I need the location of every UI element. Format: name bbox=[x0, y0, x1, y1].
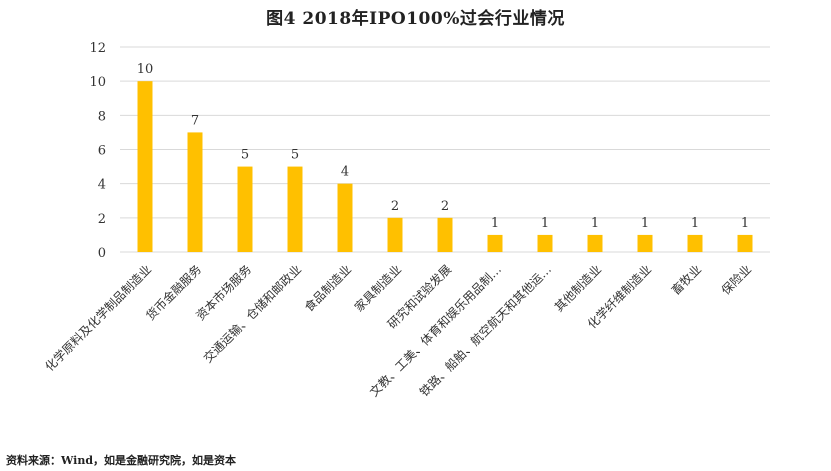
bar bbox=[387, 217, 403, 252]
bar bbox=[737, 234, 753, 252]
chart-title: 图4 2018年IPO100%过会行业情况 bbox=[266, 9, 565, 29]
y-tick-label: 8 bbox=[98, 109, 106, 124]
bars bbox=[137, 81, 753, 253]
x-category-label: 家具制造业 bbox=[351, 262, 404, 315]
y-tick-label: 4 bbox=[98, 178, 106, 193]
y-tick-label: 10 bbox=[89, 75, 106, 90]
x-category-label: 其他制造业 bbox=[552, 262, 604, 314]
data-label: 1 bbox=[491, 216, 499, 231]
x-category-label: 畜牧业 bbox=[668, 262, 704, 298]
bar bbox=[637, 234, 653, 252]
bar bbox=[587, 234, 603, 252]
data-label: 1 bbox=[641, 216, 649, 231]
bar bbox=[437, 217, 453, 252]
bar bbox=[487, 234, 503, 252]
x-category-label: 食品制造业 bbox=[301, 262, 354, 315]
data-label: 5 bbox=[291, 148, 299, 163]
source-note: 资料来源：Wind，如是金融研究院，如是资本 bbox=[6, 454, 237, 467]
data-label: 7 bbox=[191, 113, 199, 128]
y-axis-ticks: 0 2 4 6 8 10 12 bbox=[89, 41, 106, 261]
y-tick-label: 12 bbox=[89, 41, 106, 56]
bar bbox=[687, 234, 703, 252]
data-label: 1 bbox=[691, 216, 699, 231]
y-tick-label: 6 bbox=[98, 144, 106, 159]
bar bbox=[537, 234, 553, 252]
data-label: 5 bbox=[241, 148, 249, 163]
data-label: 2 bbox=[391, 199, 399, 214]
x-axis-categories: 化学原料及化学制品制造业货币金融服务资本市场服务交通运输、仓储和邮政业食品制造业… bbox=[42, 262, 754, 400]
data-label: 10 bbox=[137, 62, 154, 77]
data-label: 2 bbox=[441, 199, 449, 214]
x-category-label: 交通运输、仓储和邮政业 bbox=[200, 262, 304, 366]
bar bbox=[137, 81, 153, 253]
bar bbox=[187, 132, 203, 252]
y-tick-label: 0 bbox=[98, 246, 106, 261]
bar bbox=[237, 166, 253, 252]
x-category-label: 化学原料及化学制品制造业 bbox=[42, 262, 154, 374]
data-label: 1 bbox=[541, 216, 549, 231]
y-tick-label: 2 bbox=[98, 212, 106, 227]
data-label: 4 bbox=[341, 165, 349, 180]
x-category-label: 保险业 bbox=[718, 262, 754, 298]
data-label: 1 bbox=[741, 216, 749, 231]
data-labels: 10 7 5 5 4 2 2 1 1 1 1 1 1 bbox=[137, 62, 749, 231]
bar bbox=[337, 183, 353, 252]
bar bbox=[287, 166, 303, 252]
data-label: 1 bbox=[591, 216, 599, 231]
